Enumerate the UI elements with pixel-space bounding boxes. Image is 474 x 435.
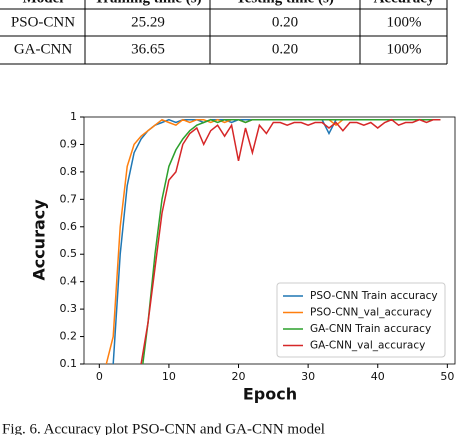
x-tick-label: 20 xyxy=(232,370,246,383)
y-tick-label: 0.8 xyxy=(60,165,78,178)
y-axis-label: Accuracy xyxy=(30,199,49,281)
x-tick-label: 0 xyxy=(96,370,103,383)
x-tick-label: 40 xyxy=(371,370,385,383)
legend-label: GA-CNN_val_accuracy xyxy=(310,340,425,352)
series-line xyxy=(140,118,441,364)
legend-label: PSO-CNN Train accuracy xyxy=(310,290,438,302)
caption: Fig. 6. Accuracy plot PSO-CNN and GA-CNN… xyxy=(2,421,325,435)
x-tick-label: 50 xyxy=(440,370,454,383)
table-cell: 36.65 xyxy=(131,41,165,57)
table-header-cell: Training time (s) xyxy=(94,0,201,6)
y-tick-label: 0.9 xyxy=(60,137,78,150)
y-tick-label: 0.7 xyxy=(60,192,78,205)
table-cell: 0.20 xyxy=(272,41,298,57)
legend-label: PSO-CNN_val_accuracy xyxy=(310,307,432,319)
y-tick-label: 0.3 xyxy=(60,302,78,315)
y-tick-label: 0.4 xyxy=(60,275,78,288)
table-lines xyxy=(0,0,448,65)
y-tick-label: 0.6 xyxy=(60,220,78,233)
table-cell: 100% xyxy=(387,41,422,57)
table-header-cell: Model xyxy=(23,0,64,6)
table-cell: 0.20 xyxy=(272,14,298,30)
table-cell: 100% xyxy=(387,14,422,30)
x-tick-label: 10 xyxy=(162,370,176,383)
table-cell: 25.29 xyxy=(131,14,165,30)
table-header-cell: Testing time (s) xyxy=(236,0,334,6)
x-tick-label: 30 xyxy=(301,370,315,383)
plot-frame xyxy=(83,116,456,365)
x-axis-label: Epoch xyxy=(243,385,297,404)
table-cell: PSO-CNN xyxy=(11,14,75,30)
y-tick-label: 0.5 xyxy=(60,247,78,260)
plot-lines xyxy=(105,118,441,364)
table-cell: GA-CNN xyxy=(14,41,72,57)
legend-label: GA-CNN Train accuracy xyxy=(310,323,431,335)
table-header-cell: Accuracy xyxy=(374,0,435,6)
y-tick-label: 0.2 xyxy=(60,330,78,343)
legend-box xyxy=(276,282,446,358)
y-tick-label: 0.1 xyxy=(60,357,78,370)
y-tick-label: 1 xyxy=(70,110,77,123)
